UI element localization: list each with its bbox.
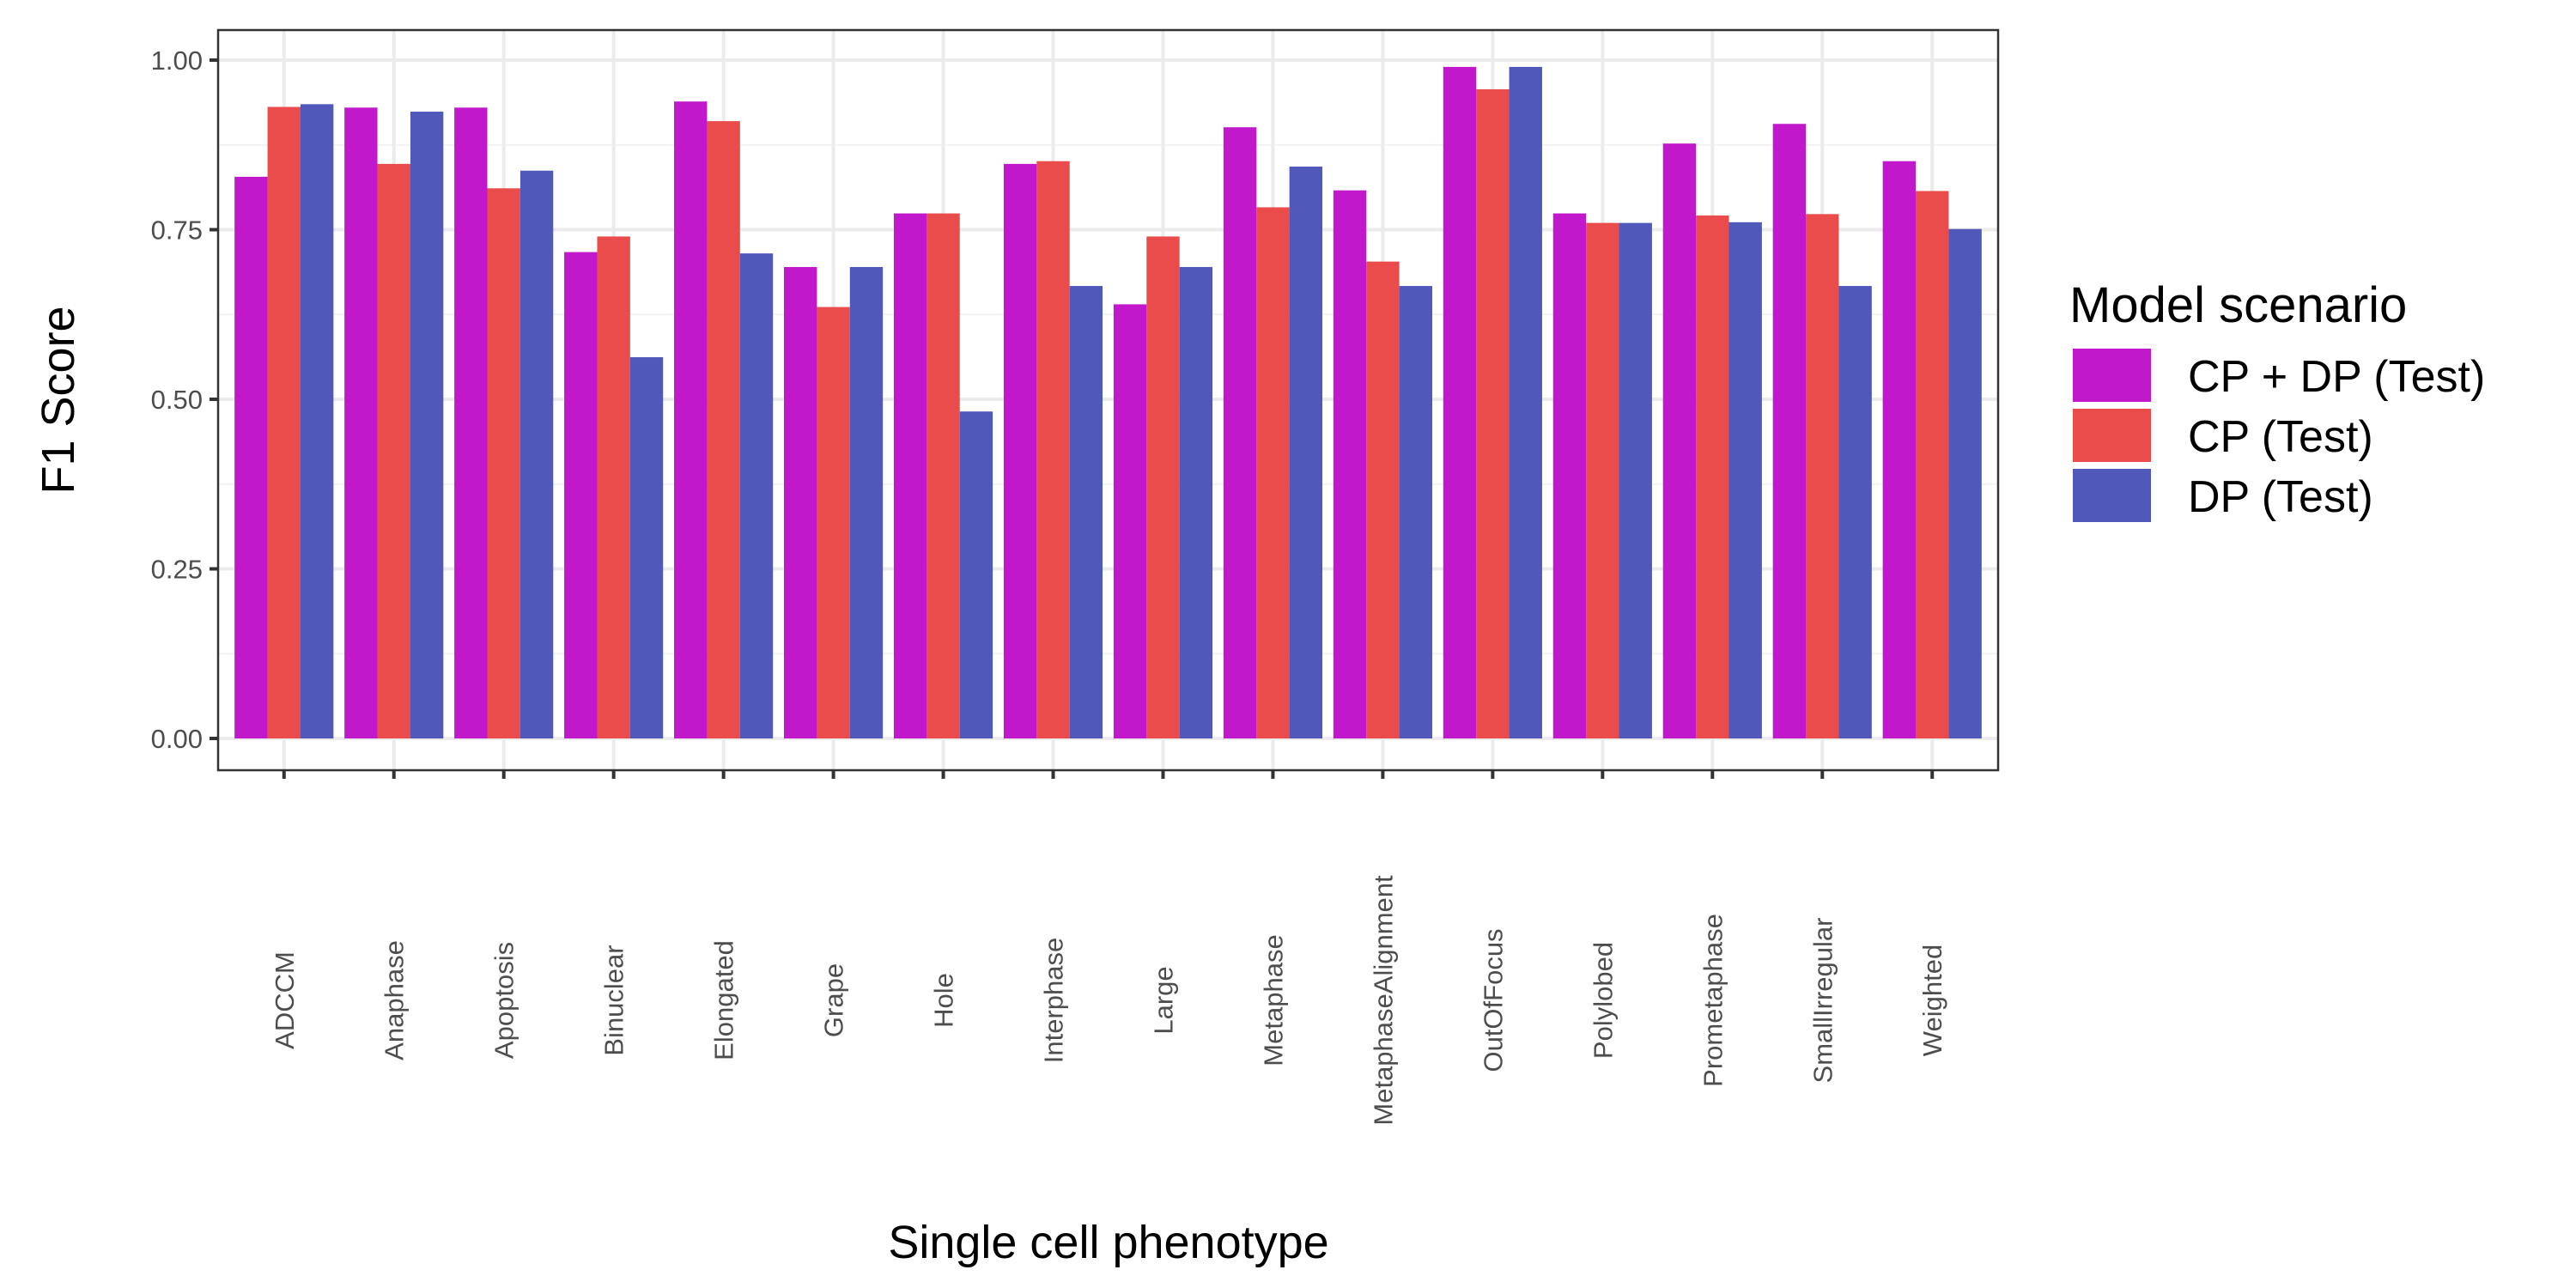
- bar-grape-1: [817, 307, 850, 738]
- bar-weighted-2: [1948, 228, 1982, 739]
- legend-key-0: [2073, 349, 2151, 402]
- bar-outoffocus-0: [1443, 66, 1477, 738]
- x-tick-label: Large: [1148, 966, 1178, 1034]
- bar-outoffocus-2: [1509, 66, 1542, 738]
- bar-interphase-2: [1069, 286, 1103, 738]
- bar-metaphasealignment-1: [1366, 261, 1400, 738]
- x-tick-label: SmallIrregular: [1807, 918, 1838, 1084]
- bar-grape-2: [849, 266, 884, 738]
- x-tick-label: ADCCM: [270, 951, 300, 1049]
- x-tick-label: Hole: [929, 973, 959, 1028]
- legend-label-0: CP + DP (Test): [2188, 352, 2485, 402]
- bar-smallirregular-1: [1806, 214, 1839, 738]
- bar-adccm-0: [234, 176, 268, 738]
- y-axis-title: F1 Score: [33, 306, 84, 494]
- bar-adccm-2: [300, 104, 334, 739]
- bar-polylobed-1: [1586, 222, 1619, 739]
- bar-outoffocus-1: [1476, 88, 1510, 739]
- bar-polylobed-0: [1552, 213, 1587, 739]
- bar-anaphase-0: [344, 107, 378, 739]
- axes: 0.00 0.25 0.50 0.75 1.00 ADCCM Anaphase Apoptos…: [151, 46, 1948, 1126]
- bar-anaphase-2: [410, 112, 444, 739]
- bar-hole-2: [959, 411, 993, 738]
- x-tick-label: Metaphase: [1258, 934, 1288, 1066]
- x-tick-label: Polylobed: [1588, 942, 1618, 1059]
- bar-smallirregular-0: [1772, 124, 1807, 738]
- y-tick-label: 0.00: [151, 724, 203, 754]
- bar-elongated-1: [707, 121, 740, 739]
- bar-large-2: [1179, 266, 1213, 738]
- bar-binuclear-1: [597, 236, 630, 738]
- x-tick-label: Anaphase: [380, 940, 410, 1060]
- x-tick-label: MetaphaseAlignment: [1368, 875, 1398, 1126]
- bar-binuclear-0: [564, 252, 598, 738]
- bars: [234, 66, 1982, 739]
- bar-binuclear-2: [629, 357, 664, 738]
- legend-key-1: [2073, 409, 2151, 462]
- bar-apoptosis-2: [519, 170, 554, 738]
- legend-label-1: CP (Test): [2188, 412, 2373, 462]
- bar-interphase-0: [1003, 163, 1037, 738]
- bar-elongated-2: [739, 253, 774, 738]
- bar-metaphase-1: [1256, 207, 1290, 738]
- x-tick-label: Elongated: [709, 940, 739, 1060]
- legend-label-2: DP (Test): [2188, 472, 2373, 522]
- bar-large-1: [1146, 236, 1180, 738]
- legend-key-2: [2073, 469, 2151, 522]
- bar-elongated-0: [674, 101, 708, 738]
- bar-weighted-1: [1916, 191, 1949, 739]
- bar-apoptosis-0: [454, 107, 488, 739]
- y-tick-label: 0.25: [151, 555, 203, 585]
- bar-metaphasealignment-0: [1333, 190, 1367, 738]
- bar-polylobed-2: [1619, 222, 1652, 739]
- y-tick-label: 0.50: [151, 385, 203, 415]
- bar-smallirregular-2: [1838, 286, 1872, 738]
- x-tick-label: Binuclear: [599, 945, 629, 1055]
- legend: Model scenario CP + DP (Test) CP (Test) DP…: [2069, 277, 2485, 522]
- bar-prometaphase-2: [1728, 222, 1762, 738]
- bar-hole-1: [927, 213, 960, 739]
- bar-prometaphase-1: [1696, 215, 1729, 738]
- x-tick-label: Interphase: [1039, 938, 1069, 1064]
- x-axis-title: Single cell phenotype: [888, 1217, 1328, 1268]
- y-tick-label: 1.00: [151, 46, 203, 76]
- bar-weighted-0: [1882, 161, 1917, 738]
- y-tick-label: 0.75: [151, 216, 203, 246]
- bar-adccm-1: [267, 106, 301, 738]
- x-tick-label: Prometaphase: [1698, 914, 1728, 1087]
- bar-large-0: [1113, 304, 1147, 738]
- bar-interphase-1: [1036, 161, 1070, 738]
- bar-grape-0: [784, 266, 817, 738]
- legend-title: Model scenario: [2069, 277, 2407, 333]
- x-tick-label: Apoptosis: [489, 942, 519, 1059]
- bar-anaphase-1: [377, 163, 410, 738]
- x-tick-label: Weighted: [1917, 945, 1947, 1056]
- bar-prometaphase-0: [1662, 143, 1697, 739]
- bar-hole-0: [893, 213, 927, 739]
- bar-metaphase-0: [1223, 127, 1257, 738]
- x-tick-label: OutOfFocus: [1478, 928, 1508, 1072]
- bar-apoptosis-1: [487, 188, 520, 738]
- bar-metaphase-2: [1289, 167, 1323, 738]
- bar-metaphasealignment-2: [1399, 286, 1432, 738]
- x-tick-label: Grape: [819, 963, 849, 1037]
